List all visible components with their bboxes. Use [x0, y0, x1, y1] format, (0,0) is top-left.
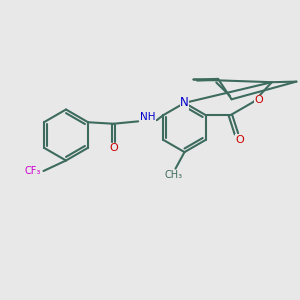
Text: O: O [255, 95, 264, 105]
Text: O: O [109, 143, 118, 153]
Text: N: N [180, 96, 189, 110]
Text: NH: NH [140, 112, 155, 122]
Text: CF₃: CF₃ [25, 166, 41, 176]
Text: CH₃: CH₃ [165, 170, 183, 180]
Text: O: O [236, 135, 244, 145]
